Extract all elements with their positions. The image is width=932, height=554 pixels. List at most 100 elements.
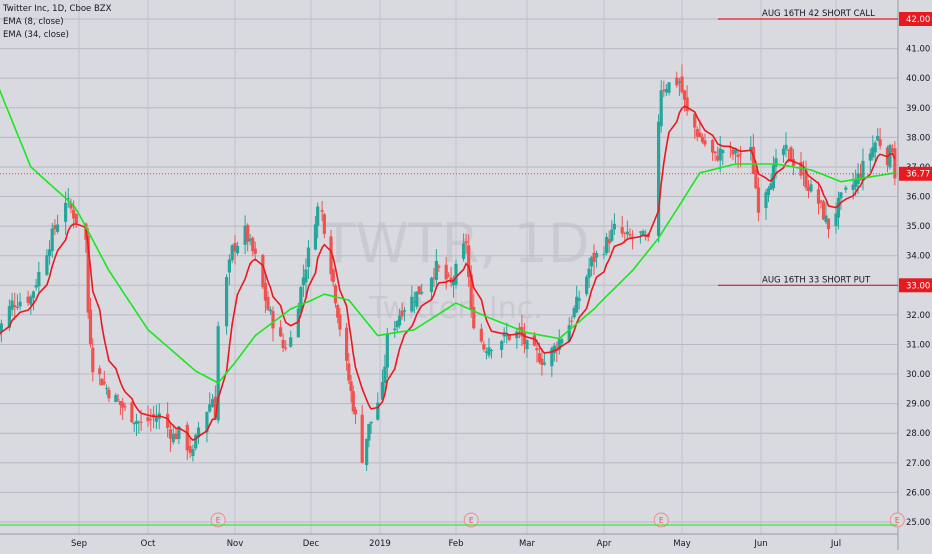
annotation-label: AUG 16TH 33 SHORT PUT — [762, 275, 871, 285]
candle-body — [321, 210, 324, 212]
candle-body — [447, 275, 450, 276]
candle-body — [386, 333, 389, 367]
candle-body — [32, 291, 35, 298]
candle-body — [155, 418, 158, 422]
candle-body — [352, 391, 355, 411]
x-tick-label: Feb — [448, 539, 463, 549]
candle-body — [714, 151, 717, 153]
candle-body — [480, 329, 483, 342]
candle-body — [403, 310, 406, 311]
candle-body — [75, 214, 78, 223]
candle-body — [231, 245, 234, 260]
candle-body — [711, 140, 714, 152]
candle-body — [254, 249, 257, 254]
candle-body — [146, 417, 149, 421]
candle-body — [626, 232, 629, 234]
y-tick-label: 38.00 — [906, 133, 930, 143]
candle-body — [398, 316, 401, 326]
candle-body — [37, 272, 40, 286]
candle-body — [525, 340, 528, 349]
x-tick-label: Jun — [753, 539, 767, 549]
y-tick-label: 35.00 — [906, 222, 930, 232]
y-tick-label: 32.00 — [906, 311, 930, 321]
candle-body — [91, 348, 94, 373]
candle-body — [369, 422, 372, 424]
candle-body — [437, 266, 440, 268]
earnings-marker-label: E — [469, 516, 474, 525]
candle-body — [107, 390, 110, 399]
candle-body — [420, 292, 423, 294]
y-tick-label: 25.00 — [906, 518, 930, 528]
candle-body — [736, 154, 739, 156]
annotation-price-label: 42.00 — [906, 15, 930, 25]
candle-body — [570, 321, 573, 322]
candle-body — [739, 154, 742, 155]
candle-body — [844, 188, 847, 190]
candle-body — [487, 347, 490, 355]
candle-body — [98, 368, 101, 374]
candle-body — [435, 261, 438, 280]
y-tick-label: 41.00 — [906, 45, 930, 55]
candle-body — [323, 214, 326, 234]
candle-body — [266, 297, 269, 310]
candle-body — [839, 192, 842, 198]
candle-body — [782, 149, 785, 155]
candle-body — [365, 439, 368, 465]
candle-body — [587, 269, 590, 278]
candle-body — [225, 277, 228, 326]
candle-body — [114, 395, 117, 402]
y-tick-label: 29.00 — [906, 400, 930, 410]
candle-body — [445, 265, 448, 280]
earnings-marker-label: E — [895, 516, 900, 525]
candle-body — [874, 143, 877, 153]
x-tick-label: Oct — [141, 539, 156, 549]
candle-body — [338, 314, 341, 329]
candle-body — [430, 278, 433, 292]
candle-body — [703, 140, 706, 144]
candle-body — [595, 253, 598, 257]
candle-body — [657, 122, 660, 236]
ema-34-legend: EMA (34, close) — [3, 29, 111, 42]
candle-body — [271, 311, 274, 328]
candle-body — [641, 231, 644, 235]
candle-body — [367, 424, 370, 441]
candle-body — [680, 77, 683, 93]
candle-body — [698, 133, 701, 138]
y-tick-label: 30.00 — [906, 370, 930, 380]
candle-body — [560, 339, 563, 343]
y-tick-label: 31.00 — [906, 340, 930, 350]
candle-body — [16, 307, 19, 308]
candle-body — [304, 270, 307, 283]
candle-body — [10, 301, 13, 310]
x-tick-label: Apr — [597, 539, 612, 549]
candle-body — [879, 139, 882, 146]
current-price-label: 36.77 — [906, 170, 930, 180]
candle-body — [667, 82, 670, 92]
candle-body — [45, 255, 48, 275]
candle-body — [191, 449, 194, 456]
earnings-marker-label: E — [659, 516, 664, 525]
y-tick-label: 27.00 — [906, 459, 930, 469]
candle-body — [585, 277, 588, 294]
candle-body — [64, 203, 67, 222]
candle-body — [149, 419, 152, 420]
y-tick-label: 39.00 — [906, 104, 930, 114]
x-tick-label: Dec — [303, 539, 320, 549]
candle-body — [13, 305, 16, 307]
candle-body — [130, 402, 133, 422]
candle-body — [345, 328, 348, 361]
x-tick-label: 2019 — [369, 539, 391, 549]
candle-body — [282, 340, 285, 348]
candle-body — [105, 388, 108, 389]
annotation-label: AUG 16TH 42 SHORT CALL — [762, 9, 875, 19]
candle-body — [774, 158, 777, 166]
candle-body — [827, 219, 830, 230]
candle-body — [354, 409, 357, 414]
candle-body — [332, 270, 335, 282]
watermark-name: Twitter, Inc. — [368, 291, 543, 326]
candle-body — [334, 286, 337, 304]
candle-body — [361, 415, 364, 463]
candle-body — [236, 246, 239, 253]
